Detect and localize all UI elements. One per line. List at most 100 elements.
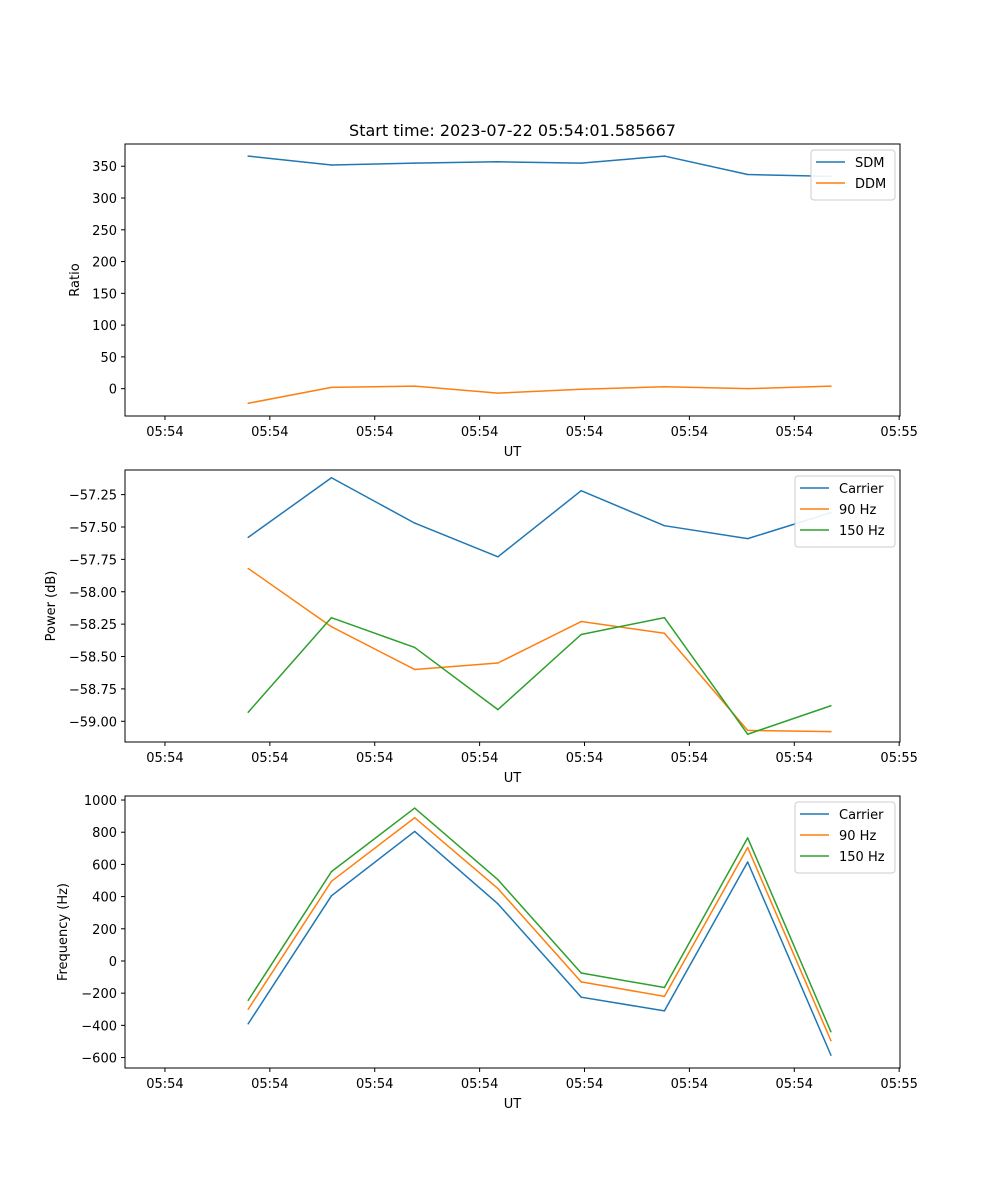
y-tick-label: 0 — [109, 383, 117, 398]
x-tick-label: 05:54 — [566, 425, 603, 440]
x-tick-label: 05:54 — [146, 425, 183, 440]
data-point — [663, 986, 666, 989]
y-tick-label: −57.75 — [69, 553, 117, 568]
x-tick-label: 05:54 — [251, 751, 288, 766]
x-tick-label: 05:54 — [356, 425, 393, 440]
data-point — [413, 668, 416, 671]
legend-entry-label: 90 Hz — [839, 503, 876, 518]
chart-title: Start time: 2023-07-22 05:54:01.585667 — [349, 121, 676, 140]
data-point — [663, 995, 666, 998]
x-tick-label: 05:54 — [356, 1077, 393, 1092]
data-point — [413, 522, 416, 524]
data-point — [663, 386, 666, 388]
data-point — [497, 903, 499, 905]
ratio-panel: 05:54 05:54 05:54 05:54 05:54 05:54 05:54 05:55… — [68, 143, 918, 460]
x-tick-label: 05:55 — [880, 751, 917, 766]
data-point — [580, 620, 582, 623]
data-point — [330, 880, 333, 883]
legend-entry-label: SDM — [855, 156, 884, 171]
legend-entry-label: 150 Hz — [839, 850, 885, 865]
y-tick-label: 800 — [92, 826, 117, 841]
data-point — [663, 632, 666, 634]
x-tick-label: 05:54 — [671, 425, 708, 440]
y-tick-label: 50 — [100, 351, 117, 366]
series-line-carrier — [247, 830, 832, 1056]
data-point — [580, 388, 582, 391]
y-axis-label: Frequency (Hz) — [56, 883, 71, 981]
data-point — [413, 830, 416, 833]
x-tick-label: 05:54 — [461, 1077, 498, 1092]
legend-entry-label: Carrier — [839, 482, 884, 497]
x-tick-label: 05:54 — [461, 425, 498, 440]
y-axis-label: Power (dB) — [44, 571, 59, 642]
data-point — [830, 385, 832, 387]
data-point — [663, 155, 666, 157]
y-tick-label: 250 — [92, 224, 117, 239]
x-tick-label: 05:54 — [461, 751, 498, 766]
plot-area — [124, 469, 901, 743]
data-point — [497, 887, 499, 890]
data-point — [746, 387, 749, 390]
data-point — [580, 633, 582, 636]
x-tick-label: 05:55 — [880, 1077, 917, 1092]
series-line-150-hz — [247, 616, 832, 735]
data-point — [663, 616, 666, 619]
data-point — [497, 161, 499, 163]
y-tick-label: −58.00 — [69, 586, 117, 601]
data-point — [746, 846, 749, 849]
y-axis-label: Ratio — [68, 263, 83, 296]
series-line-carrier — [247, 477, 832, 558]
x-tick-label: 05:54 — [566, 1077, 603, 1092]
data-point — [580, 162, 582, 164]
data-point — [497, 392, 499, 394]
data-point — [497, 662, 499, 664]
y-tick-label: 100 — [92, 319, 117, 334]
y-tick-label: −200 — [81, 987, 117, 1002]
frequency-panel: 05:54 05:54 05:54 05:54 05:54 05:54 05:54 05:55… — [56, 794, 918, 1112]
x-tick-label: 05:54 — [251, 425, 288, 440]
data-point — [330, 164, 333, 166]
x-tick-label: 05:54 — [356, 751, 393, 766]
x-tick-label: 05:54 — [251, 1077, 288, 1092]
plot-area — [124, 795, 901, 1069]
data-point — [830, 730, 832, 733]
data-point — [247, 155, 249, 157]
data-point — [830, 704, 832, 707]
y-tick-label: −57.25 — [69, 489, 117, 504]
data-point — [580, 981, 582, 983]
data-point — [247, 999, 249, 1002]
data-point — [497, 878, 499, 881]
y-tick-label: 350 — [92, 160, 117, 175]
x-tick-label: 05:54 — [671, 1077, 708, 1092]
legend-entry-label: 90 Hz — [839, 829, 876, 844]
data-point — [330, 616, 333, 619]
data-point — [580, 972, 582, 974]
x-tick-label: 05:54 — [146, 1077, 183, 1092]
legend-entry-label: 150 Hz — [839, 524, 885, 539]
y-tick-label: 400 — [92, 891, 117, 906]
series-line-sdm — [248, 155, 831, 178]
data-point — [330, 895, 333, 897]
y-tick-label: −58.50 — [69, 651, 117, 666]
series-line-150-hz — [247, 807, 832, 1033]
x-tick-label: 05:54 — [671, 751, 708, 766]
y-tick-label: 200 — [92, 923, 117, 938]
data-point — [663, 524, 666, 527]
data-point — [413, 162, 416, 164]
y-tick-label: −400 — [81, 1019, 117, 1034]
y-tick-label: 0 — [109, 955, 117, 970]
data-point — [413, 816, 416, 819]
y-tick-label: −57.50 — [69, 521, 117, 536]
y-tick-label: 200 — [92, 256, 117, 271]
x-tick-label: 05:54 — [566, 751, 603, 766]
data-point — [247, 711, 249, 713]
data-point — [330, 477, 333, 479]
y-tick-label: 1000 — [84, 794, 117, 809]
x-axis-label: UT — [504, 771, 522, 786]
data-point — [746, 861, 749, 863]
x-tick-label: 05:54 — [776, 1077, 813, 1092]
data-point — [746, 837, 749, 839]
legend-entry-label: Carrier — [839, 808, 884, 823]
x-tick-label: 05:54 — [776, 751, 813, 766]
y-tick-label: −58.25 — [69, 618, 117, 633]
